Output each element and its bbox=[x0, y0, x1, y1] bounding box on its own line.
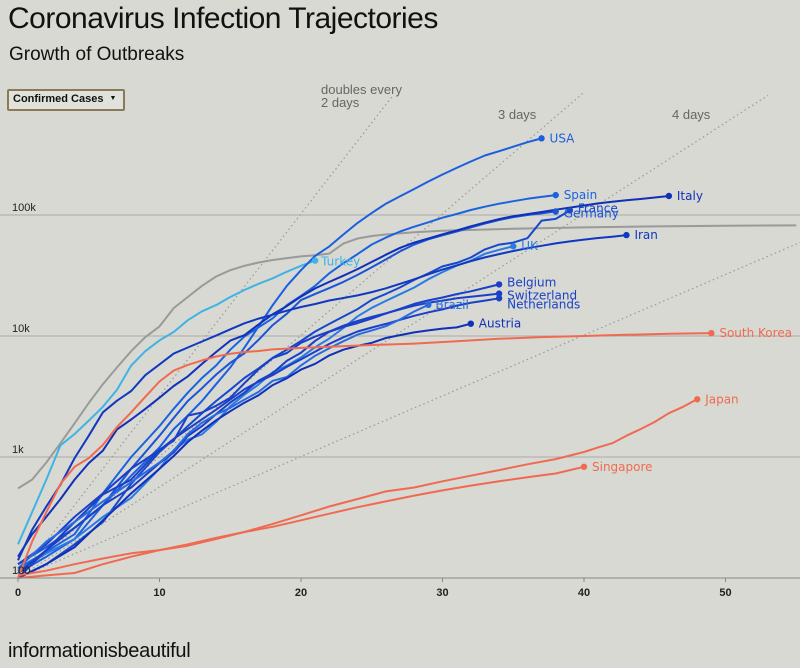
series-label: Italy bbox=[677, 189, 703, 203]
series-label: France bbox=[578, 201, 618, 215]
reference-line bbox=[17, 241, 800, 579]
series-endpoint bbox=[425, 301, 432, 309]
series-label: Austria bbox=[479, 317, 521, 331]
series-line bbox=[17, 398, 698, 577]
series-endpoint bbox=[495, 290, 503, 297]
series-label: Japan bbox=[704, 392, 738, 406]
series-endpoint bbox=[552, 208, 559, 215]
series-label: Brazil bbox=[435, 298, 469, 312]
series-label: Germany bbox=[564, 206, 619, 220]
y-tick-label: 10k bbox=[12, 323, 30, 335]
series-line bbox=[17, 224, 797, 490]
page-title: Coronavirus Infection Trajectories bbox=[8, 2, 438, 35]
series-line bbox=[17, 303, 429, 570]
series-label: Netherlands bbox=[507, 297, 580, 311]
series-endpoint bbox=[665, 192, 673, 200]
reference-line bbox=[17, 91, 585, 579]
x-tick-label: 40 bbox=[578, 587, 590, 599]
series-endpoint bbox=[708, 329, 715, 337]
series-endpoint bbox=[580, 463, 588, 470]
reference-line-label: 2 days bbox=[321, 95, 360, 110]
x-tick-label: 20 bbox=[295, 587, 307, 599]
page-subtitle: Growth of Outbreaks bbox=[9, 44, 185, 65]
series-lines bbox=[17, 137, 797, 579]
series-line bbox=[17, 322, 472, 579]
series-line bbox=[17, 283, 500, 574]
x-tick-label: 0 bbox=[15, 587, 21, 599]
gridlines bbox=[0, 214, 800, 579]
series-endpoint bbox=[467, 320, 474, 327]
caret-down-icon: ▼ bbox=[109, 95, 117, 102]
series-label: Belgium bbox=[507, 275, 556, 289]
metric-dropdown[interactable]: Confirmed Cases ▼ bbox=[7, 89, 125, 111]
axes: 100 1k 10k 100k 0 10 20 30 40 50 bbox=[0, 202, 800, 599]
reference-line-label: 3 days bbox=[498, 107, 537, 122]
series-label: Spain bbox=[564, 188, 598, 202]
series-label: Iran bbox=[634, 228, 657, 242]
series-line bbox=[17, 332, 712, 579]
reference-line-label: 4 days bbox=[672, 107, 711, 122]
y-tick-label: 1k bbox=[12, 444, 24, 456]
series-label: USA bbox=[550, 131, 576, 145]
series-label: Turkey bbox=[320, 255, 360, 269]
reference-line-label: doubles every bbox=[321, 82, 402, 97]
series-line bbox=[17, 195, 670, 558]
series-line bbox=[17, 297, 500, 566]
series-endpoint bbox=[694, 396, 701, 403]
series-line bbox=[17, 465, 585, 579]
series-line bbox=[17, 137, 542, 574]
series-endpoint bbox=[495, 281, 503, 288]
series-endpoint bbox=[566, 207, 574, 214]
series-label: Switzerland bbox=[507, 289, 577, 303]
series-label: Singapore bbox=[592, 460, 653, 474]
metric-dropdown-value: Confirmed Cases bbox=[13, 93, 104, 105]
reference-line bbox=[17, 95, 394, 579]
series-line bbox=[17, 234, 627, 561]
series-endpoint bbox=[311, 257, 319, 264]
series-endpoint bbox=[510, 243, 517, 250]
y-tick-label: 100k bbox=[12, 202, 36, 214]
series-line bbox=[17, 259, 316, 545]
x-tick-label: 30 bbox=[436, 587, 448, 599]
series-label: South Korea bbox=[719, 326, 792, 340]
series-line bbox=[17, 245, 514, 572]
series-endpoint bbox=[495, 295, 503, 302]
y-tick-label: 100 bbox=[12, 565, 30, 577]
series-label: UK bbox=[521, 239, 539, 253]
series-endpoint bbox=[552, 191, 559, 199]
x-tick-label: 50 bbox=[719, 587, 731, 599]
series-line bbox=[17, 194, 556, 570]
brand-logo-text: informationisbeautiful bbox=[8, 640, 191, 662]
series-endpoint bbox=[623, 231, 630, 239]
x-tick-label: 10 bbox=[153, 587, 165, 599]
series-endpoint bbox=[538, 135, 545, 142]
